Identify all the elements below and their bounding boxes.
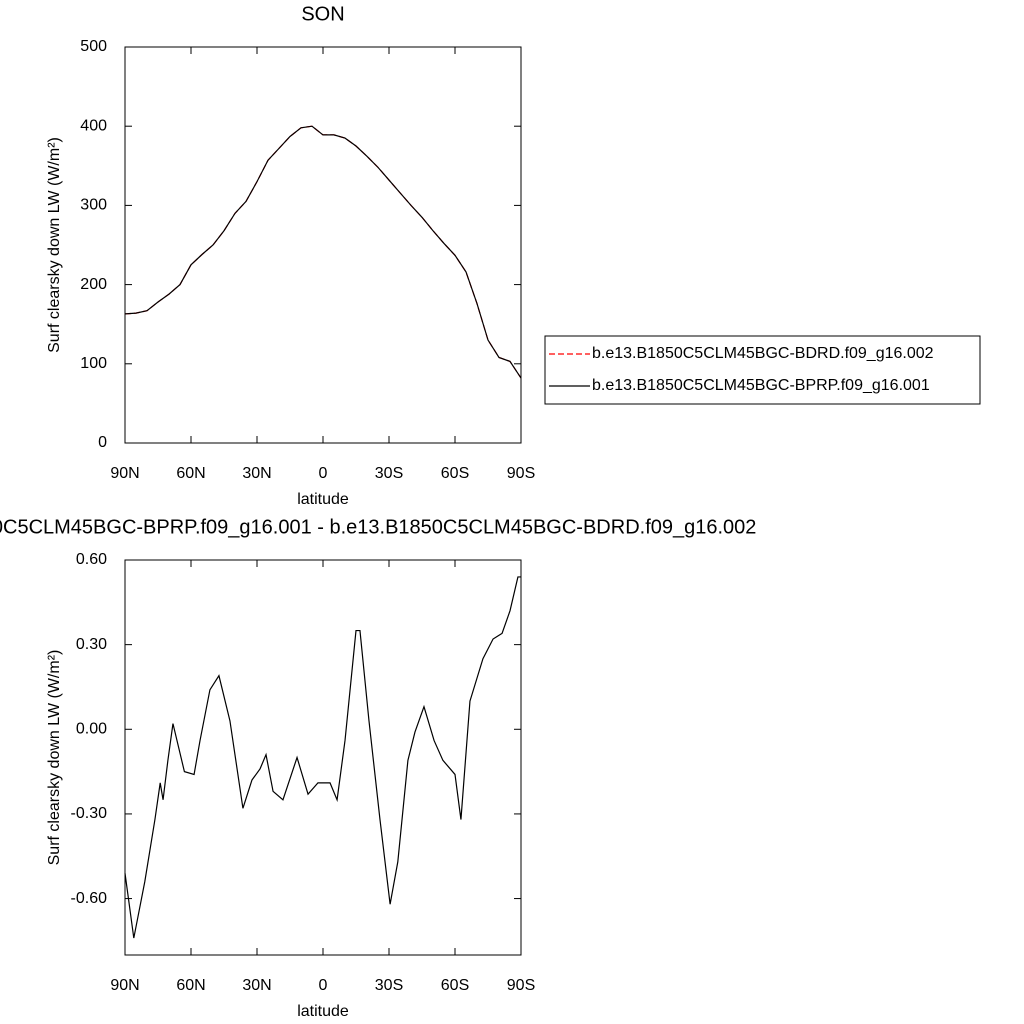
y-axis-label: Surf clearsky down LW (W/m²) (46, 650, 63, 866)
data-line (124, 576, 521, 939)
x-tick-label: 90N (110, 977, 139, 994)
x-tick-label: 0 (319, 977, 328, 994)
y-tick-label: 0.00 (76, 721, 107, 738)
y-tick-label: 0.30 (76, 636, 107, 653)
x-axis-label: latitude (297, 1003, 349, 1020)
x-tick-label: 30S (375, 977, 403, 994)
legend-label: b.e13.B1850C5CLM45BGC-BPRP.f09_g16.001 (592, 377, 930, 394)
legend-label: b.e13.B1850C5CLM45BGC-BDRD.f09_g16.002 (592, 345, 934, 362)
x-tick-label: 60N (176, 977, 205, 994)
y-tick-label: -0.30 (71, 805, 108, 822)
x-axis-label: latitude (297, 491, 349, 508)
y-tick-label: 200 (80, 276, 107, 293)
data-line (124, 125, 522, 379)
chart-title: SON (301, 3, 344, 25)
plot-frame (124, 559, 522, 956)
x-tick-label: 60S (441, 977, 469, 994)
y-tick-label: -0.60 (71, 890, 108, 907)
y-axis-label: Surf clearsky down LW (W/m²) (46, 137, 63, 353)
x-tick-label: 60S (441, 465, 469, 482)
x-tick-label: 90S (507, 465, 535, 482)
data-line (124, 125, 522, 379)
legend-box (544, 335, 981, 405)
x-tick-label: 60N (176, 465, 205, 482)
x-tick-label: 30S (375, 465, 403, 482)
x-tick-label: 90N (110, 465, 139, 482)
y-tick-label: 0.60 (76, 551, 107, 568)
plot-frame (124, 46, 522, 444)
chart-title: b.e13.B1850C5CLM45BGC-BPRP.f09_g16.001 -… (0, 516, 756, 538)
x-tick-label: 30N (242, 977, 271, 994)
x-tick-label: 0 (319, 465, 328, 482)
y-tick-label: 300 (80, 197, 107, 214)
x-tick-label: 90S (507, 977, 535, 994)
y-tick-label: 400 (80, 117, 107, 134)
x-tick-label: 30N (242, 465, 271, 482)
y-tick-label: 500 (80, 38, 107, 55)
y-tick-label: 100 (80, 355, 107, 372)
y-tick-label: 0 (98, 434, 107, 451)
